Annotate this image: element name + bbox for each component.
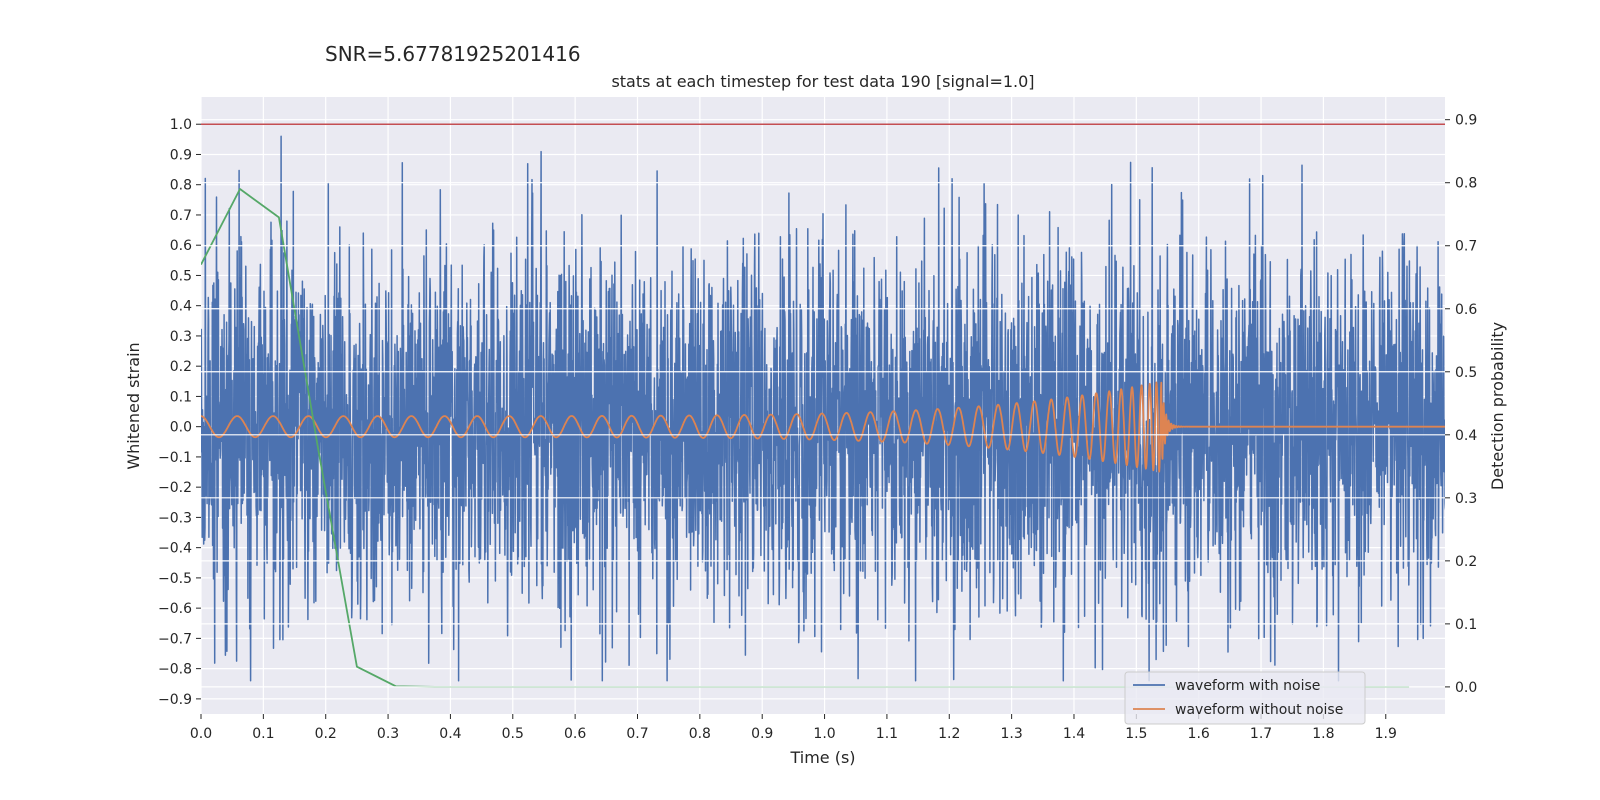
y-tick-label: 0.5 [170,268,192,284]
legend-label-waveform-with-noise: waveform with noise [1175,678,1320,694]
y-tick-label: −0.7 [158,631,192,647]
legend-label-waveform-without-noise: waveform without noise [1175,702,1343,718]
y-tick-label: −0.6 [158,601,192,617]
x-axis-label: Time (s) [789,748,855,767]
y-tick-label: 1.0 [170,117,192,133]
x-tick-label: 1.7 [1250,726,1272,742]
y-tick-label: 0.4 [170,299,192,315]
y2-tick-label: 0.7 [1455,239,1477,255]
y-tick-label: 0.2 [170,359,192,375]
x-tick-label: 0.6 [564,726,586,742]
series-waveform-without-noise [201,381,1445,473]
x-tick-label: 0.2 [315,726,337,742]
y2-tick-label: 0.0 [1455,680,1477,696]
y-axis-ticks: 1.0 0.9 0.8 0.7 0.6 0.5 0.4 0.3 0.2 0.1 0.0 −0.1 −0.… [158,117,201,708]
y-tick-label: −0.3 [158,510,192,526]
y-tick-label: 0.3 [170,329,192,345]
x-tick-label: 1.6 [1188,726,1210,742]
y2-tick-label: 0.5 [1455,365,1477,381]
y2-tick-label: 0.4 [1455,428,1477,444]
y-tick-label: −0.8 [158,662,192,678]
y-tick-label: −0.4 [158,541,192,557]
y-tick-label: 0.9 [170,147,192,163]
y2-tick-label: 0.8 [1455,176,1477,192]
x-tick-label: 0.1 [252,726,274,742]
y-tick-label: 0.7 [170,208,192,224]
y-tick-label: −0.2 [158,480,192,496]
x-tick-label: 0.9 [751,726,773,742]
y-tick-label: −0.9 [158,692,192,708]
y-axis-label: Whitened strain [124,342,143,469]
x-tick-label: 0.3 [377,726,399,742]
x-tick-label: 1.0 [813,726,835,742]
series-waveform-with-noise [201,135,1445,682]
legend: waveform with noise waveform without noi… [1124,671,1366,725]
y2-axis-label: Detection probability [1488,322,1507,490]
x-tick-label: 1.5 [1125,726,1147,742]
y-tick-label: 0.6 [170,238,192,254]
x-tick-label: 1.8 [1312,726,1334,742]
x-tick-label: 0.5 [502,726,524,742]
y2-tick-label: 0.3 [1455,491,1477,507]
x-tick-label: 1.9 [1375,726,1397,742]
x-tick-label: 0.4 [439,726,461,742]
x-tick-label: 0.8 [689,726,711,742]
y-tick-label: 0.8 [170,178,192,194]
y2-tick-label: 0.1 [1455,617,1477,633]
x-tick-label: 1.4 [1063,726,1085,742]
y-tick-label: −0.1 [158,450,192,466]
y2-tick-label: 0.9 [1455,113,1477,129]
y-tick-label: 0.1 [170,389,192,405]
chart-title: stats at each timestep for test data 190… [611,72,1034,91]
y-tick-label: −0.5 [158,571,192,587]
y2-tick-label: 0.2 [1455,554,1477,570]
snr-suptitle: SNR=5.67781925201416 [325,42,581,66]
y-tick-label: 0.0 [170,420,192,436]
x-tick-label: 1.3 [1000,726,1022,742]
x-tick-label: 1.1 [876,726,898,742]
y2-axis-ticks: 0.9 0.8 0.7 0.6 0.5 0.4 0.3 0.2 0.1 0.0 [1445,113,1477,696]
legend-box [1124,671,1366,725]
x-axis-ticks: 0.0 0.1 0.2 0.3 0.4 0.5 0.6 0.7 0.8 0.9 1.0 1.1 1.2 1… [190,714,1397,742]
x-tick-label: 1.2 [938,726,960,742]
x-tick-label: 0.7 [626,726,648,742]
y2-tick-label: 0.6 [1455,302,1477,318]
x-tick-label: 0.0 [190,726,212,742]
